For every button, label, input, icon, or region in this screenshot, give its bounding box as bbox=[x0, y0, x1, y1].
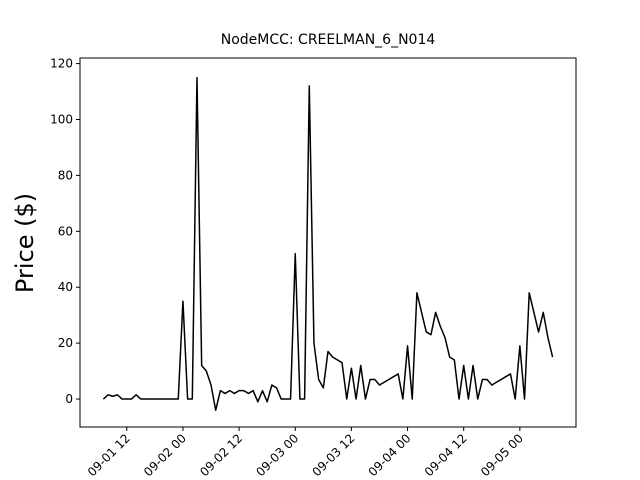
y-tick-label: 0 bbox=[65, 392, 73, 406]
y-tick-label: 60 bbox=[58, 224, 73, 238]
x-tick-label: 09-03 12 bbox=[309, 431, 357, 479]
x-tick-label: 09-04 12 bbox=[422, 431, 470, 479]
y-tick-label: 80 bbox=[58, 168, 73, 182]
plot-frame bbox=[79, 57, 577, 428]
x-tick-label: 09-02 00 bbox=[141, 431, 189, 479]
x-tick-label: 09-03 00 bbox=[253, 431, 301, 479]
x-tick-label: 09-05 00 bbox=[478, 431, 526, 479]
y-tick-label: 100 bbox=[50, 113, 73, 127]
x-tick-label: 09-01 12 bbox=[85, 431, 133, 479]
y-tick-label: 120 bbox=[50, 57, 73, 71]
chart-title: NodeMCC: CREELMAN_6_N014 bbox=[221, 32, 436, 48]
y-tick-label: 40 bbox=[58, 280, 73, 294]
x-tick-label: 09-04 00 bbox=[366, 431, 414, 479]
price-line bbox=[102, 76, 554, 411]
y-tick-label: 20 bbox=[58, 336, 73, 350]
x-tick-label: 09-02 12 bbox=[197, 431, 245, 479]
y-axis-label: Price ($) bbox=[11, 193, 39, 293]
